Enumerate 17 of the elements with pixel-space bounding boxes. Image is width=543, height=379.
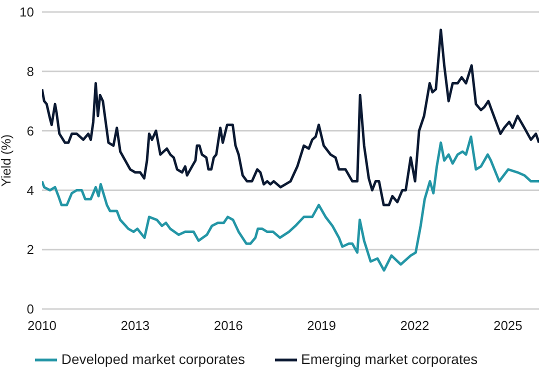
x-tick-label: 2025 xyxy=(493,318,522,334)
legend-label: Emerging market corporates xyxy=(301,350,478,367)
x-tick-label: 2019 xyxy=(307,318,336,334)
line-series xyxy=(42,135,539,272)
y-tick-label: 4 xyxy=(26,182,34,198)
x-tick-label: 2013 xyxy=(120,318,150,334)
legend-label: Developed market corporates xyxy=(61,350,245,367)
line-series xyxy=(42,28,539,206)
x-tick-label: 2022 xyxy=(400,318,430,334)
x-tick-label: 2010 xyxy=(28,318,56,334)
y-tick-label: 0 xyxy=(26,302,34,317)
y-tick-label: 2 xyxy=(26,242,34,258)
x-tick-label: 2016 xyxy=(214,318,243,334)
y-axis-title: Yield (%) xyxy=(0,134,14,187)
y-tick-label: 8 xyxy=(26,64,34,80)
y-tick-label: 6 xyxy=(26,123,34,138)
y-tick-label: 10 xyxy=(20,4,34,20)
